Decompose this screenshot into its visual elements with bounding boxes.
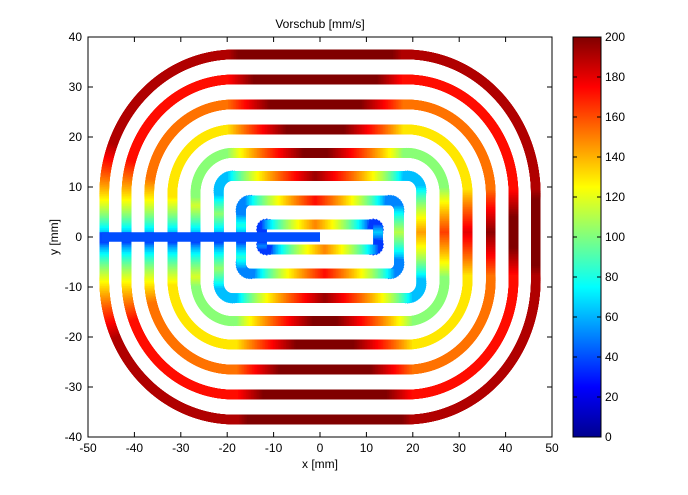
- colorbar-tick-label: 140: [605, 150, 625, 164]
- x-tick-label: -10: [265, 441, 283, 455]
- y-axis-label: y [mm]: [47, 219, 61, 255]
- y-tick-label: 0: [75, 230, 82, 244]
- y-tick-label: -10: [65, 280, 83, 294]
- x-tick-label: -30: [172, 441, 190, 455]
- colorbar: [573, 37, 601, 437]
- chart-title: Vorschub [mm/s]: [275, 17, 364, 31]
- colorbar-tick-label: 180: [605, 70, 625, 84]
- colorbar-tick-label: 0: [605, 430, 612, 444]
- x-tick-label: 50: [545, 441, 559, 455]
- colorbar-tick-label: 20: [605, 390, 619, 404]
- x-tick-label: 20: [406, 441, 420, 455]
- y-tick-label: 10: [69, 180, 83, 194]
- colorbar-tick-label: 160: [605, 110, 625, 124]
- x-tick-label: -40: [126, 441, 144, 455]
- y-tick-label: -30: [65, 380, 83, 394]
- x-tick-label: -20: [219, 441, 237, 455]
- colorbar-tick-label: 60: [605, 310, 619, 324]
- y-tick-label: 20: [69, 130, 83, 144]
- x-tick-label: 10: [360, 441, 374, 455]
- colorbar-tick-label: 100: [605, 230, 625, 244]
- y-tick-label: -20: [65, 330, 83, 344]
- colorbar-tick-label: 120: [605, 190, 625, 204]
- y-tick-label: 30: [69, 80, 83, 94]
- y-tick-label: -40: [65, 430, 83, 444]
- x-axis-label: x [mm]: [302, 457, 338, 471]
- x-tick-label: 40: [499, 441, 513, 455]
- x-tick-label: 30: [453, 441, 467, 455]
- colorbar-tick-label: 80: [605, 270, 619, 284]
- x-tick-label: 0: [317, 441, 324, 455]
- colorbar-tick-label: 200: [605, 30, 625, 44]
- y-tick-label: 40: [69, 30, 83, 44]
- colorbar-tick-label: 40: [605, 350, 619, 364]
